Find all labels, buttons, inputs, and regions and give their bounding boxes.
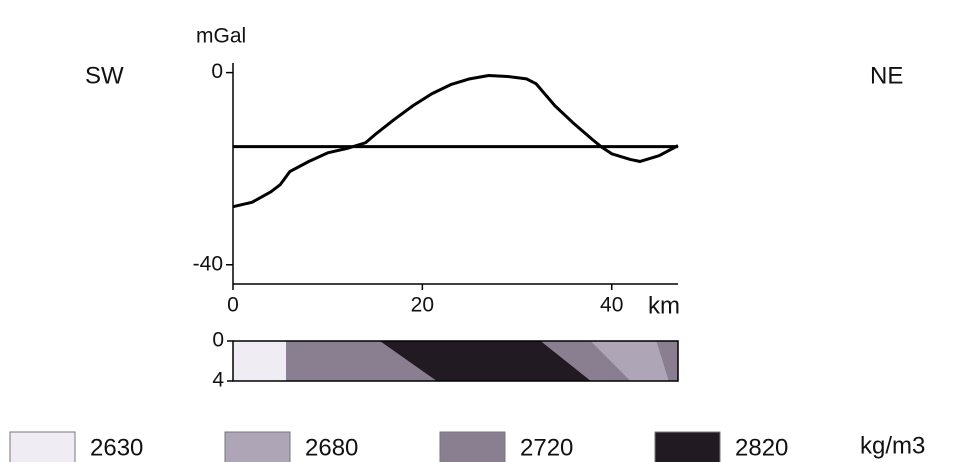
right-direction-label: NE	[870, 62, 903, 89]
legend-label: 2720	[520, 434, 573, 461]
data-line	[233, 75, 678, 206]
section-y-tick-label: 0	[212, 329, 224, 352]
legend-unit: kg/m3	[860, 432, 925, 459]
x-tick-label: 0	[227, 294, 239, 317]
left-direction-label: SW	[85, 62, 124, 89]
y-tick-label: 0	[211, 60, 223, 83]
figure: mGal SW NE km 0-400204004263026802720282…	[0, 0, 970, 462]
x-axis-label: km	[648, 292, 680, 319]
x-tick-label: 40	[600, 294, 623, 317]
legend-swatch	[655, 432, 720, 462]
y-axis-label: mGal	[196, 25, 246, 48]
legend-swatch	[440, 432, 505, 462]
legend-label: 2680	[305, 434, 358, 461]
legend-label: 2820	[735, 434, 788, 461]
legend-label: 2630	[90, 434, 143, 461]
y-tick-label: -40	[193, 252, 223, 275]
legend-swatch	[10, 432, 75, 462]
density-body	[233, 341, 286, 381]
section-y-tick-label: 4	[212, 369, 224, 392]
legend-swatch	[225, 432, 290, 462]
x-tick-label: 20	[411, 294, 434, 317]
